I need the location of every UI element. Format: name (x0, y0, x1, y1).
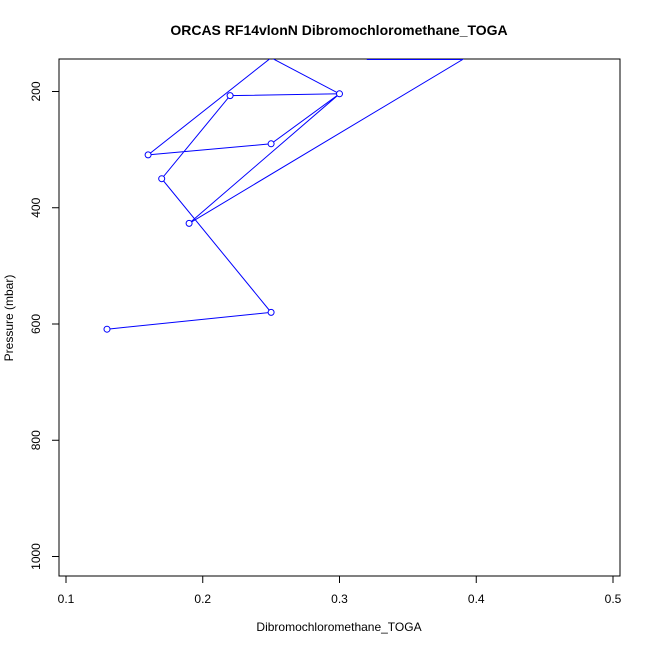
y-tick-label: 600 (29, 314, 43, 334)
y-tick-label: 800 (29, 430, 43, 450)
x-axis-label: Dibromochloromethane_TOGA (256, 620, 421, 634)
y-tick-label: 400 (29, 197, 43, 217)
x-tick-label: 0.3 (331, 592, 348, 606)
data-point (226, 92, 234, 100)
data-point (336, 90, 343, 98)
y-axis: 200 400 600 800 1000 (29, 81, 60, 570)
x-tick-label: 0.4 (468, 592, 485, 606)
x-tick-label: 0.1 (58, 592, 75, 606)
data-point (267, 140, 275, 148)
data-point (103, 325, 111, 333)
data-point (267, 308, 275, 316)
series-layer (103, 59, 465, 333)
x-axis: 0.1 0.2 0.3 0.4 0.5 (58, 575, 622, 606)
data-point (144, 151, 152, 159)
x-tick-label: 0.2 (194, 592, 211, 606)
y-axis-label: Pressure (mbar) (2, 275, 16, 362)
data-point (185, 219, 193, 227)
y-tick-label: 1000 (29, 543, 43, 570)
y-tick-label: 200 (29, 81, 43, 101)
series-line (188, 59, 465, 224)
series-line (106, 93, 342, 330)
data-point (158, 175, 166, 183)
chart-title: ORCAS RF14vlonN Dibromochloromethane_TOG… (170, 22, 507, 38)
x-tick-label: 0.5 (605, 592, 622, 606)
plot-frame (58, 58, 621, 577)
series-line (147, 59, 341, 224)
